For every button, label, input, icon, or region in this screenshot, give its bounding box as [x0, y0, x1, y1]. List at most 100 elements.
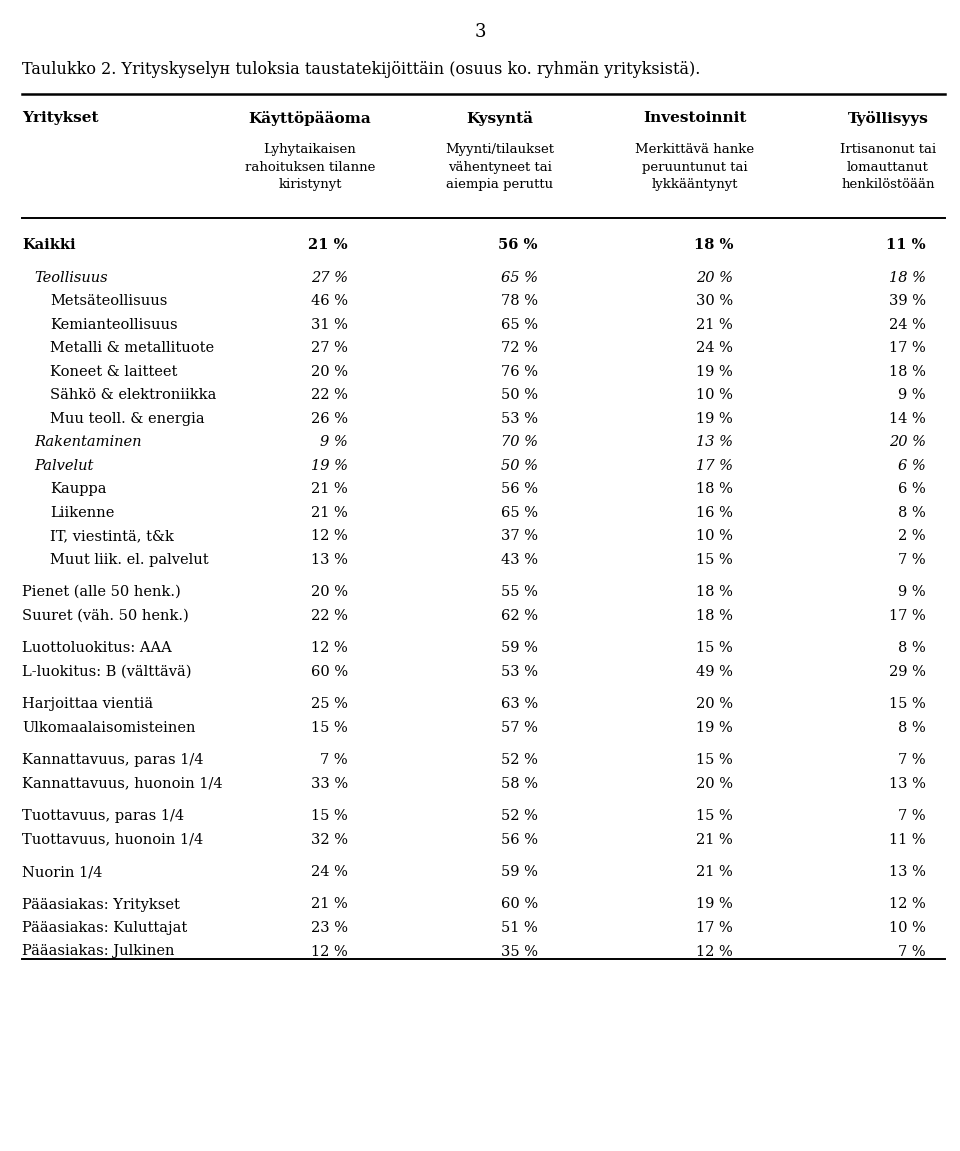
Text: Käyttöpääoma: Käyttöpääoma [249, 110, 372, 125]
Text: 78 %: 78 % [501, 294, 538, 308]
Text: 56 %: 56 % [501, 832, 538, 846]
Text: 19 %: 19 % [696, 412, 733, 426]
Text: Suuret (väh. 50 henk.): Suuret (väh. 50 henk.) [22, 609, 189, 623]
Text: 20 %: 20 % [696, 270, 733, 284]
Text: 11 %: 11 % [886, 238, 926, 252]
Text: 9 %: 9 % [321, 435, 348, 449]
Text: 53 %: 53 % [501, 664, 538, 678]
Text: 6 %: 6 % [899, 482, 926, 496]
Text: 21 %: 21 % [311, 482, 348, 496]
Text: 60 %: 60 % [311, 664, 348, 678]
Text: 57 %: 57 % [501, 721, 538, 734]
Text: 8 %: 8 % [899, 505, 926, 519]
Text: 65 %: 65 % [501, 318, 538, 331]
Text: 12 %: 12 % [696, 945, 733, 959]
Text: 9 %: 9 % [899, 388, 926, 402]
Text: 23 %: 23 % [311, 921, 348, 935]
Text: 63 %: 63 % [501, 698, 538, 711]
Text: Nuorin 1/4: Nuorin 1/4 [22, 866, 103, 879]
Text: 18 %: 18 % [696, 585, 733, 599]
Text: 56 %: 56 % [501, 482, 538, 496]
Text: 18 %: 18 % [696, 609, 733, 623]
Text: 15 %: 15 % [311, 809, 348, 823]
Text: 56 %: 56 % [498, 238, 538, 252]
Text: 22 %: 22 % [311, 609, 348, 623]
Text: 33 %: 33 % [311, 777, 348, 791]
Text: 30 %: 30 % [696, 294, 733, 308]
Text: Yritykset: Yritykset [22, 110, 99, 125]
Text: 7 %: 7 % [899, 809, 926, 823]
Text: 27 %: 27 % [311, 341, 348, 355]
Text: 17 %: 17 % [696, 458, 733, 473]
Text: 31 %: 31 % [311, 318, 348, 331]
Text: 18 %: 18 % [696, 482, 733, 496]
Text: 20 %: 20 % [696, 698, 733, 711]
Text: 65 %: 65 % [501, 270, 538, 284]
Text: L-luokitus: B (välttävä): L-luokitus: B (välttävä) [22, 664, 191, 678]
Text: 26 %: 26 % [311, 412, 348, 426]
Text: 19 %: 19 % [696, 365, 733, 379]
Text: 15 %: 15 % [696, 641, 733, 655]
Text: Metalli & metallituote: Metalli & metallituote [50, 341, 214, 355]
Text: 55 %: 55 % [501, 585, 538, 599]
Text: 13 %: 13 % [889, 866, 926, 879]
Text: 14 %: 14 % [889, 412, 926, 426]
Text: Luottoluokitus: AAA: Luottoluokitus: AAA [22, 641, 172, 655]
Text: 15 %: 15 % [311, 721, 348, 734]
Text: 7 %: 7 % [899, 552, 926, 566]
Text: 15 %: 15 % [696, 552, 733, 566]
Text: 17 %: 17 % [696, 921, 733, 935]
Text: 20 %: 20 % [311, 585, 348, 599]
Text: 50 %: 50 % [501, 388, 538, 402]
Text: 18 %: 18 % [889, 365, 926, 379]
Text: 15 %: 15 % [696, 753, 733, 767]
Text: 62 %: 62 % [501, 609, 538, 623]
Text: Kaikki: Kaikki [22, 238, 76, 252]
Text: 21 %: 21 % [311, 898, 348, 912]
Text: 21 %: 21 % [311, 505, 348, 519]
Text: 51 %: 51 % [501, 921, 538, 935]
Text: 12 %: 12 % [889, 898, 926, 912]
Text: 15 %: 15 % [696, 809, 733, 823]
Text: 25 %: 25 % [311, 698, 348, 711]
Text: Muut liik. el. palvelut: Muut liik. el. palvelut [50, 552, 208, 566]
Text: Rakentaminen: Rakentaminen [34, 435, 141, 449]
Text: Irtisanonut tai
lomauttanut
henkilöstöään: Irtisanonut tai lomauttanut henkilöstöää… [840, 143, 936, 191]
Text: Muu teoll. & energia: Muu teoll. & energia [50, 412, 204, 426]
Text: 7 %: 7 % [899, 945, 926, 959]
Text: Kannattavuus, huonoin 1/4: Kannattavuus, huonoin 1/4 [22, 777, 223, 791]
Text: 18 %: 18 % [693, 238, 733, 252]
Text: 39 %: 39 % [889, 294, 926, 308]
Text: 52 %: 52 % [501, 753, 538, 767]
Text: 58 %: 58 % [501, 777, 538, 791]
Text: 29 %: 29 % [889, 664, 926, 678]
Text: 35 %: 35 % [501, 945, 538, 959]
Text: 59 %: 59 % [501, 866, 538, 879]
Text: 43 %: 43 % [501, 552, 538, 566]
Text: Pääasiakas: Kuluttajat: Pääasiakas: Kuluttajat [22, 921, 187, 935]
Text: 20 %: 20 % [889, 435, 926, 449]
Text: Teollisuus: Teollisuus [34, 270, 108, 284]
Text: 18 %: 18 % [889, 270, 926, 284]
Text: 24 %: 24 % [696, 341, 733, 355]
Text: 46 %: 46 % [311, 294, 348, 308]
Text: 19 %: 19 % [696, 898, 733, 912]
Text: 21 %: 21 % [696, 866, 733, 879]
Text: Kauppa: Kauppa [50, 482, 107, 496]
Text: 7 %: 7 % [321, 753, 348, 767]
Text: 17 %: 17 % [889, 341, 926, 355]
Text: 21 %: 21 % [696, 832, 733, 846]
Text: 50 %: 50 % [501, 458, 538, 473]
Text: 7 %: 7 % [899, 753, 926, 767]
Text: 12 %: 12 % [311, 945, 348, 959]
Text: 8 %: 8 % [899, 721, 926, 734]
Text: 37 %: 37 % [501, 529, 538, 543]
Text: 10 %: 10 % [889, 921, 926, 935]
Text: 13 %: 13 % [311, 552, 348, 566]
Text: 20 %: 20 % [696, 777, 733, 791]
Text: 11 %: 11 % [889, 832, 926, 846]
Text: 16 %: 16 % [696, 505, 733, 519]
Text: 53 %: 53 % [501, 412, 538, 426]
Text: 15 %: 15 % [889, 698, 926, 711]
Text: 9 %: 9 % [899, 585, 926, 599]
